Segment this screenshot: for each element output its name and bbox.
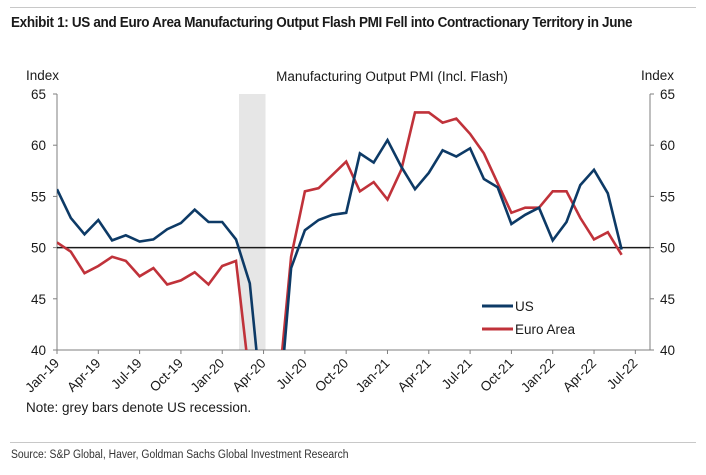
x-tick-label: Jan-22 xyxy=(518,356,558,396)
y-tick-label-right: 55 xyxy=(660,189,675,204)
legend: US Euro Area xyxy=(482,299,576,337)
y-tick-label-right: 60 xyxy=(660,138,675,153)
x-tick-label: Oct-20 xyxy=(312,356,351,395)
x-tick-label: Jan-19 xyxy=(22,356,62,396)
x-tick-label: Oct-21 xyxy=(477,356,516,395)
exhibit-title: Exhibit 1: US and Euro Area Manufacturin… xyxy=(11,15,633,31)
chart-title: Manufacturing Output PMI (Incl. Flash) xyxy=(276,69,508,84)
series-line-us xyxy=(57,137,623,350)
y-tick-label-left: 60 xyxy=(31,138,46,153)
y-axis-title-right: Index xyxy=(641,68,674,83)
x-tick-label: Apr-20 xyxy=(229,356,268,395)
x-tick-label: Jan-21 xyxy=(353,356,393,396)
pmi-line-chart: Manufacturing Output PMI (Incl. Flash) I… xyxy=(22,68,675,415)
y-axis-title-left: Index xyxy=(26,68,59,83)
x-tick-label: Apr-21 xyxy=(395,356,434,395)
x-tick-label: Jul-21 xyxy=(439,356,476,393)
series-layer xyxy=(57,111,623,350)
y-tick-label-left: 45 xyxy=(31,292,46,307)
x-tick-label: Oct-19 xyxy=(147,356,186,395)
y-tick-label-left: 40 xyxy=(31,343,46,358)
x-tick-label: Apr-22 xyxy=(560,356,599,395)
x-tick-label: Jul-20 xyxy=(273,356,310,393)
y-tick-label-right: 65 xyxy=(660,87,675,102)
x-tick-label: Jul-22 xyxy=(604,356,641,393)
x-tick-label: Jul-19 xyxy=(108,356,145,393)
x-tick-label: Jan-20 xyxy=(188,356,228,396)
series-line-euro-area xyxy=(57,111,623,350)
bottom-rule xyxy=(10,442,696,443)
y-tick-label-left: 65 xyxy=(31,87,46,102)
y-tick-label-right: 40 xyxy=(660,343,675,358)
y-tick-label-left: 50 xyxy=(31,241,46,256)
chart-note: Note: grey bars denote US recession. xyxy=(26,400,251,415)
x-tick-label: Apr-19 xyxy=(64,356,103,395)
source-note: Source: S&P Global, Haver, Goldman Sachs… xyxy=(11,449,349,461)
y-tick-label-left: 55 xyxy=(31,189,46,204)
y-tick-label-right: 45 xyxy=(660,292,675,307)
y-tick-label-right: 50 xyxy=(660,241,675,256)
legend-label-euro-area: Euro Area xyxy=(515,322,576,337)
top-rule xyxy=(10,7,696,8)
legend-label-us: US xyxy=(515,299,534,314)
